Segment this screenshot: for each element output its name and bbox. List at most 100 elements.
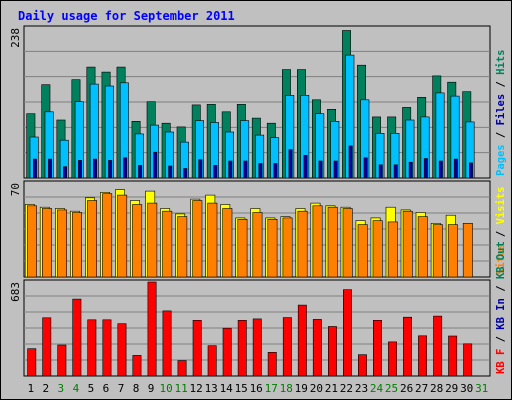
bar-top-pages-day-20 xyxy=(318,160,323,179)
bar-bottom-kb-f-day-28 xyxy=(433,315,443,377)
bar-top-pages-day-13 xyxy=(213,165,218,179)
legend-entry: Visits xyxy=(495,186,507,224)
bar-top-pages-day-11 xyxy=(183,168,188,179)
x-tick-label-day-2: 2 xyxy=(42,382,49,395)
bar-bottom-kb-f-day-30 xyxy=(463,343,473,377)
x-tick-label-day-30: 30 xyxy=(460,382,473,395)
legend-entry: / xyxy=(495,75,507,94)
legend-entry: / xyxy=(495,330,507,349)
bar-bottom-kb-f-day-26 xyxy=(403,316,412,377)
x-tick-label-day-23: 23 xyxy=(355,382,368,395)
bar-top-pages-day-21 xyxy=(333,160,338,179)
x-tick-label-day-6: 6 xyxy=(103,382,110,395)
bar-bottom-kb-f-day-24 xyxy=(372,319,382,377)
bar-bottom-kb-f-day-15 xyxy=(237,319,247,377)
x-tick-label-day-9: 9 xyxy=(148,382,155,395)
bar-middle-sites-day-28 xyxy=(432,224,443,278)
bar-bottom-kb-f-day-5 xyxy=(87,319,97,377)
bar-top-pages-day-18 xyxy=(288,149,293,179)
bar-bottom-kb-f-day-16 xyxy=(252,318,262,377)
bar-bottom-kb-f-day-2 xyxy=(42,317,52,377)
x-tick-label-day-14: 14 xyxy=(220,382,234,395)
bar-middle-sites-day-13 xyxy=(207,202,218,278)
bar-bottom-kb-f-day-18 xyxy=(282,317,292,377)
panel-top-max-label: 238 xyxy=(9,28,22,48)
bar-top-pages-day-16 xyxy=(258,163,263,179)
x-tick-label-day-26: 26 xyxy=(400,382,413,395)
bar-middle-sites-day-30 xyxy=(462,223,473,278)
x-tick-label-day-21: 21 xyxy=(325,382,338,395)
legend-entry: / xyxy=(495,125,507,144)
panel-top-legend: Pages / Files / Hits xyxy=(495,50,507,176)
bar-middle-sites-day-18 xyxy=(282,217,293,278)
bar-middle-sites-day-5 xyxy=(87,200,98,278)
bar-top-pages-day-4 xyxy=(78,160,83,179)
bar-top-pages-day-26 xyxy=(408,161,413,179)
bar-bottom-kb-f-day-23 xyxy=(357,354,367,377)
panel-bottom-legend: KB F / KB In / KB Out xyxy=(495,241,507,374)
bar-middle-sites-day-16 xyxy=(252,212,263,278)
bar-middle-sites-day-7 xyxy=(117,194,128,278)
bar-bottom-kb-f-day-11 xyxy=(177,360,187,377)
legend-entry: Hits xyxy=(495,50,507,75)
bar-middle-sites-day-9 xyxy=(147,202,158,278)
bar-top-pages-day-24 xyxy=(378,164,383,179)
bar-top-pages-day-25 xyxy=(393,164,398,179)
bar-bottom-kb-f-day-9 xyxy=(147,281,157,377)
legend-entry: / xyxy=(495,279,507,298)
bar-middle-sites-day-6 xyxy=(102,193,113,278)
panel-top: 238 Pages / Files / Hits xyxy=(9,25,507,179)
panel-middle-max-label: 70 xyxy=(9,183,22,196)
legend-entry: Files xyxy=(495,94,507,126)
bar-top-pages-day-23 xyxy=(363,157,368,179)
bar-top-pages-day-10 xyxy=(168,165,173,179)
bar-bottom-kb-f-day-4 xyxy=(72,298,82,377)
x-tick-label-day-7: 7 xyxy=(118,382,125,395)
bar-bottom-kb-f-day-8 xyxy=(132,355,142,377)
bar-bottom-kb-f-day-3 xyxy=(57,344,67,377)
bar-middle-sites-day-27 xyxy=(417,216,428,278)
bar-bottom-kb-f-day-29 xyxy=(448,335,458,377)
bar-middle-sites-day-1 xyxy=(26,205,37,278)
bar-top-pages-day-3 xyxy=(63,166,68,179)
bar-top-pages-day-2 xyxy=(48,158,53,179)
x-tick-label-day-15: 15 xyxy=(235,382,248,395)
bar-bottom-kb-f-day-12 xyxy=(192,319,202,377)
bar-top-pages-day-9 xyxy=(153,151,158,179)
bar-top-pages-day-30 xyxy=(468,162,473,179)
x-tick-label-day-10: 10 xyxy=(159,382,172,395)
bar-top-pages-day-27 xyxy=(423,158,428,179)
bar-middle-sites-day-8 xyxy=(132,204,143,278)
bar-middle-sites-day-25 xyxy=(387,221,398,278)
legend-entry: Sites xyxy=(495,243,507,275)
x-tick-label-day-28: 28 xyxy=(430,382,443,395)
bar-top-pages-day-28 xyxy=(438,160,443,179)
x-tick-label-day-12: 12 xyxy=(189,382,202,395)
bar-bottom-kb-f-day-1 xyxy=(27,348,37,377)
bar-middle-sites-day-4 xyxy=(72,212,83,278)
series-sites xyxy=(26,193,473,278)
chart-title: Daily usage for September 2011 xyxy=(18,9,235,23)
x-tick-label-day-19: 19 xyxy=(295,382,308,395)
panel-bottom: 683 KB F / KB In / KB Out xyxy=(9,241,507,377)
bar-top-pages-day-8 xyxy=(138,165,143,179)
bar-bottom-kb-f-day-25 xyxy=(388,341,397,377)
bar-middle-sites-day-12 xyxy=(192,200,203,278)
bar-top-pages-day-15 xyxy=(243,160,248,179)
bar-middle-sites-day-17 xyxy=(267,219,278,278)
x-tick-label-day-31: 31 xyxy=(475,382,488,395)
panel-bottom-max-label: 683 xyxy=(9,282,22,302)
series-files xyxy=(29,54,475,179)
bar-top-pages-day-5 xyxy=(93,158,98,179)
panel-middle: 70 Sites / Visits xyxy=(9,180,507,278)
bar-top-pages-day-29 xyxy=(453,158,458,179)
x-tick-label-day-24: 24 xyxy=(370,382,384,395)
x-tick-label-day-18: 18 xyxy=(280,382,293,395)
bar-bottom-kb-f-day-6 xyxy=(102,319,112,377)
bar-bottom-kb-f-day-7 xyxy=(117,323,127,377)
bar-middle-sites-day-23 xyxy=(357,224,368,278)
bar-bottom-kb-f-day-14 xyxy=(222,327,232,377)
panel-middle-legend: Sites / Visits xyxy=(495,186,507,275)
x-tick-label-day-17: 17 xyxy=(265,382,278,395)
